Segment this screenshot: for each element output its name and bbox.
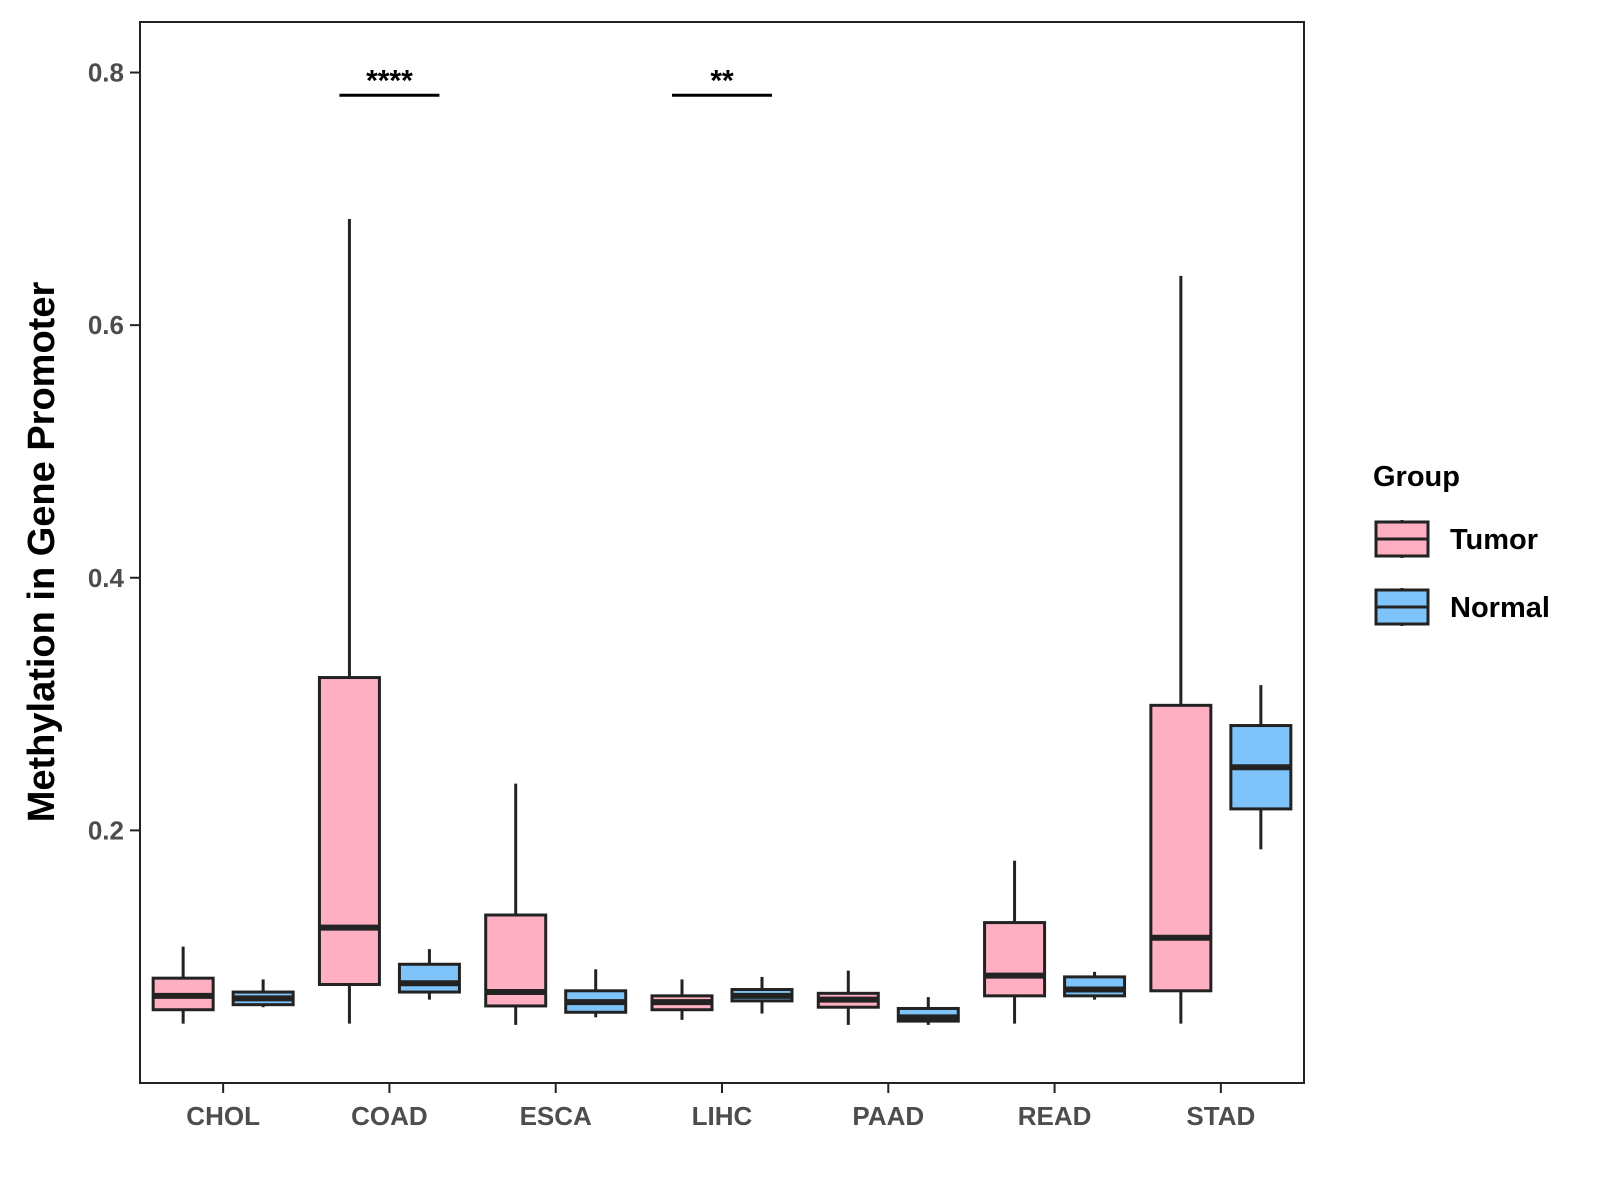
x-tick-label: LIHC: [692, 1101, 753, 1131]
box-normal-esca: [564, 969, 628, 1018]
significance-annotations: **** **: [339, 64, 772, 97]
y-axis-title: Methylation in Gene Promoter: [21, 282, 63, 823]
box-tumor-chol: [151, 946, 215, 1024]
box-body: [317, 676, 381, 986]
legend-label: Normal: [1450, 592, 1550, 624]
x-axis: CHOL COAD ESCA LIHC PAAD READ STAD: [186, 1083, 1255, 1131]
box-body: [1149, 703, 1213, 993]
box-tumor-read: [983, 860, 1047, 1024]
box-normal-paad: [896, 997, 960, 1025]
legend: Group Tumor Normal: [1373, 461, 1550, 626]
box-normal-coad: [397, 949, 461, 1000]
significance-label: **: [710, 64, 734, 97]
y-tick-label: 0.4: [88, 563, 125, 593]
box-normal-read: [1063, 971, 1127, 1000]
x-tick-label: READ: [1018, 1101, 1092, 1131]
x-tick-label: STAD: [1186, 1101, 1255, 1131]
legend-entry-normal: Normal: [1374, 588, 1550, 626]
y-tick-label: 0.6: [88, 310, 124, 340]
box-normal-lihc: [730, 976, 794, 1014]
box-body: [1063, 975, 1127, 998]
box-body: [983, 921, 1047, 998]
y-tick-label: 0.2: [88, 815, 124, 845]
legend-title: Group: [1373, 461, 1460, 493]
y-tick-label: 0.8: [88, 58, 124, 88]
box-tumor-lihc: [650, 979, 714, 1020]
legend-label: Tumor: [1450, 524, 1538, 556]
legend-entry-tumor: Tumor: [1374, 520, 1538, 558]
box-tumor-stad: [1149, 275, 1213, 1024]
x-tick-label: ESCA: [520, 1101, 592, 1131]
box-series: [151, 219, 1293, 1025]
box-body: [397, 962, 461, 994]
x-tick-label: PAAD: [852, 1101, 924, 1131]
x-tick-label: CHOL: [186, 1101, 260, 1131]
box-tumor-paad: [816, 970, 880, 1025]
box-tumor-esca: [484, 783, 548, 1025]
box-normal-stad: [1229, 685, 1293, 850]
box-normal-chol: [231, 979, 295, 1008]
x-tick-label: COAD: [351, 1101, 428, 1131]
plot-panel: [139, 21, 1305, 1084]
box-tumor-coad: [317, 219, 381, 1024]
y-axis: 0.2 0.4 0.6 0.8: [88, 58, 140, 845]
significance-label: ****: [366, 64, 413, 97]
